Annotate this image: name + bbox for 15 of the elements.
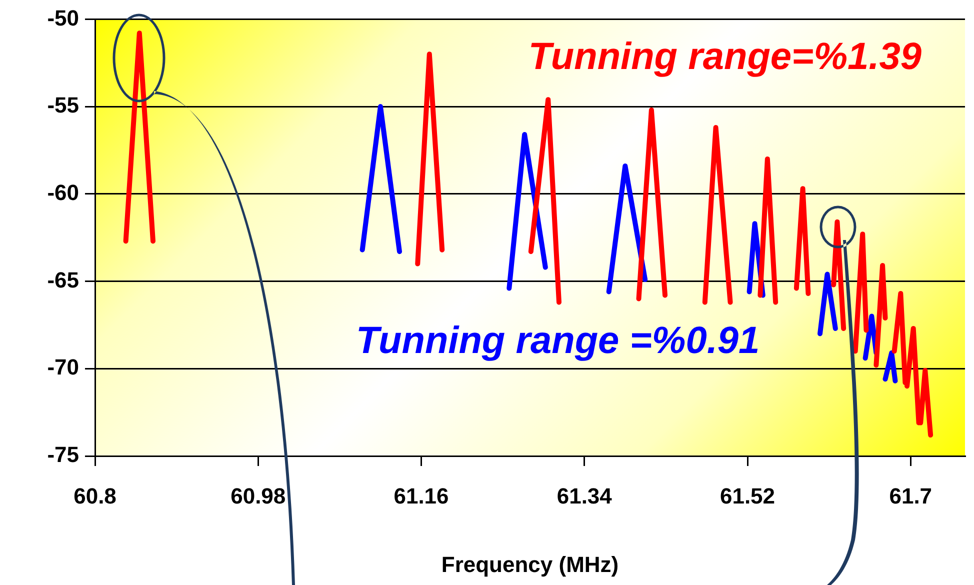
x-tick-label: 61.52	[720, 483, 776, 508]
annotation: Tunning range=%1.39	[528, 36, 922, 78]
y-tick-label: -55	[47, 92, 79, 118]
y-tick-label: -60	[47, 180, 79, 205]
x-tick-label: 60.8	[74, 483, 116, 508]
x-tick-label: 61.16	[394, 483, 449, 508]
x-axis-title: Frequency (MHz)	[441, 552, 619, 577]
y-tick-label: -75	[47, 442, 79, 468]
y-tick-label: -50	[47, 5, 79, 30]
y-tick-label: -65	[47, 267, 79, 292]
x-tick-label: 60.98	[230, 483, 286, 508]
x-tick-label: 61.34	[556, 483, 613, 508]
y-tick-label: -70	[47, 354, 79, 380]
x-tick-label: 61.7	[889, 483, 932, 508]
annotation: Tunning range =%0.91	[356, 320, 760, 362]
